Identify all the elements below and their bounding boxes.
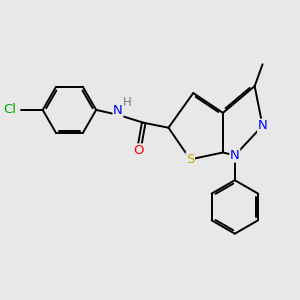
Text: H: H	[122, 97, 131, 110]
Text: Cl: Cl	[3, 103, 16, 116]
Text: S: S	[186, 153, 194, 166]
Text: N: N	[113, 104, 123, 117]
Text: N: N	[230, 149, 240, 162]
Text: N: N	[258, 119, 267, 132]
Text: O: O	[134, 144, 144, 157]
